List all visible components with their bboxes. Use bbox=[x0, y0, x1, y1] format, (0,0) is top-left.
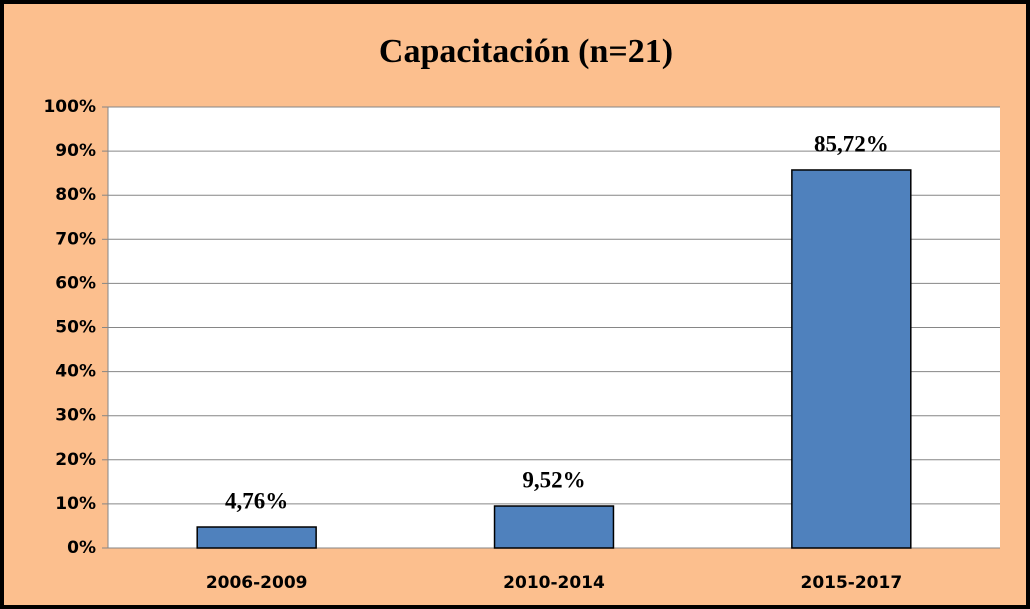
y-tick-label: 0% bbox=[67, 538, 96, 558]
bar bbox=[493, 505, 615, 549]
x-tick-label: 2015-2017 bbox=[800, 573, 902, 593]
x-tick-label: 2010-2014 bbox=[503, 573, 605, 593]
data-label: 4,76% bbox=[225, 488, 288, 513]
bar bbox=[791, 169, 912, 549]
y-tick-label: 80% bbox=[55, 185, 96, 205]
chart-title: Capacitación (n=21) bbox=[379, 33, 673, 70]
data-label: 85,72% bbox=[814, 131, 889, 156]
y-tick-label: 40% bbox=[55, 362, 96, 382]
y-tick-label: 70% bbox=[55, 229, 96, 249]
y-tick-label: 30% bbox=[55, 406, 96, 426]
data-label: 9,52% bbox=[522, 467, 585, 492]
y-tick-label: 90% bbox=[55, 141, 96, 161]
x-tick-label: 2006-2009 bbox=[206, 573, 308, 593]
y-tick-label: 20% bbox=[55, 450, 96, 470]
bar bbox=[196, 526, 317, 549]
y-tick-label: 60% bbox=[55, 273, 96, 293]
y-tick-label: 10% bbox=[55, 494, 96, 514]
y-tick-label: 50% bbox=[55, 318, 96, 338]
y-tick-label: 100% bbox=[43, 97, 96, 117]
